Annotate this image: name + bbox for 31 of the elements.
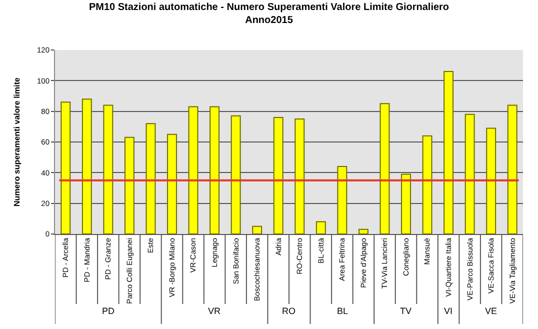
bar	[358, 228, 368, 234]
bar	[486, 128, 496, 234]
bar	[444, 70, 454, 234]
text: RO	[282, 306, 296, 316]
text: VE	[485, 306, 498, 316]
chart-title: PM10 Stazioni automatiche - Numero Superamenti Valore Limite Giornaliero Anno2015	[88, 2, 450, 26]
bar	[401, 174, 411, 234]
bar	[464, 114, 475, 234]
bar	[252, 226, 262, 234]
bar	[103, 104, 114, 234]
text: PD	[102, 306, 116, 316]
text: BL	[337, 306, 348, 316]
bar	[188, 106, 198, 234]
bar	[507, 104, 518, 234]
text: VR	[208, 306, 222, 316]
bar	[337, 166, 348, 234]
bar	[294, 118, 305, 234]
bar	[422, 135, 432, 234]
bar	[230, 115, 241, 234]
bar	[82, 98, 92, 234]
bar	[60, 102, 71, 234]
bar	[146, 123, 156, 234]
text: VI	[444, 306, 453, 316]
bar	[124, 136, 134, 234]
bar	[273, 116, 284, 234]
bar	[380, 103, 390, 234]
bar	[167, 134, 177, 234]
text: TV	[400, 306, 412, 316]
bar	[316, 221, 326, 234]
y-axis-title: Numero superamenti valore limite	[12, 76, 22, 206]
bar	[210, 106, 220, 234]
